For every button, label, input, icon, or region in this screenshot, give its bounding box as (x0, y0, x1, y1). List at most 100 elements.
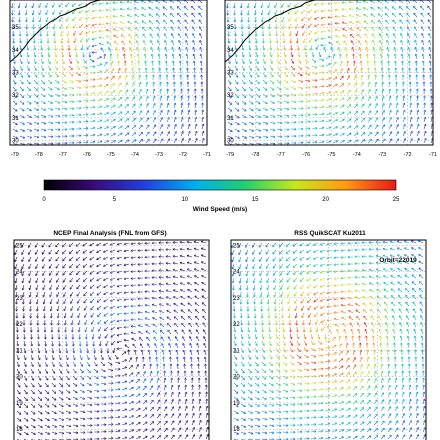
wind-arrow (116, 333, 123, 336)
wind-arrow (161, 343, 165, 349)
wind-arrowhead (138, 81, 142, 85)
wind-arrow (241, 72, 246, 78)
wind-arrow (107, 417, 114, 419)
wind-arrowhead (178, 427, 182, 430)
wind-arrow (15, 277, 18, 284)
wind-arrow (156, 33, 161, 39)
wind-arrowhead (20, 68, 23, 71)
wind-arrow (415, 53, 418, 60)
wind-arrowhead (187, 275, 190, 278)
wind-arrowhead (187, 309, 191, 312)
wind-arrow (110, 270, 116, 274)
wind-arrowhead (230, 136, 233, 139)
wind-arrow (77, 312, 81, 318)
wind-arrow (96, 249, 102, 253)
wind-arrow (114, 395, 121, 398)
wind-arrowhead (145, 74, 148, 77)
wind-arrow (47, 58, 51, 64)
wind-arrowhead (201, 109, 204, 112)
wind-arrow (279, 277, 284, 283)
wind-arrow (202, 309, 207, 314)
wind-arrowhead (101, 357, 104, 360)
wind-arrow (204, 356, 207, 363)
wind-arrow (134, 20, 140, 25)
wind-arrow (292, 256, 298, 261)
wind-arrowhead (110, 368, 114, 372)
wind-arrowhead (41, 252, 45, 255)
wind-arrow (198, 391, 201, 398)
wind-arrowhead (129, 46, 132, 50)
wind-arrow (149, 378, 153, 384)
wind-arrowhead (402, 95, 406, 99)
wind-arrowhead (124, 366, 128, 369)
wind-arrow (83, 305, 88, 311)
wind-arrow (121, 436, 127, 440)
wind-arrowhead (384, 302, 387, 305)
wind-arrowhead (328, 98, 332, 101)
wind-arrow (145, 96, 149, 102)
wind-arrowhead (428, 53, 432, 57)
wind-arrow (194, 282, 200, 286)
wind-arrow (89, 120, 96, 123)
wind-arrow (110, 119, 116, 123)
wind-arrow (382, 248, 389, 251)
wind-arrow (177, 391, 180, 398)
wind-arrowhead (287, 128, 290, 131)
wind-arrow (124, 96, 129, 102)
wind-arrow (79, 382, 85, 387)
wind-arrowhead (17, 364, 20, 367)
wind-arrow (297, 65, 303, 70)
wind-arrowhead (374, 81, 378, 85)
wind-arrowhead (58, 344, 61, 347)
wind-arrow (276, 142, 283, 145)
wind-arrowhead (302, 40, 306, 44)
wind-arrowhead (404, 267, 407, 271)
wind-arrowhead (63, 323, 67, 326)
wind-arrowhead (21, 280, 25, 284)
wind-arrowhead (123, 298, 126, 302)
wind-arrowhead (262, 41, 265, 44)
wind-arrow (255, 79, 260, 85)
wind-arrow (47, 30, 49, 37)
wind-arrow (42, 270, 46, 276)
frame-top-left (9, 0, 208, 146)
wind-arrowhead (23, 337, 26, 340)
wind-arrow (71, 326, 74, 333)
wind-arrow (227, 65, 231, 71)
wind-arrowhead (137, 393, 141, 396)
wind-arrow (287, 298, 291, 304)
wind-arrowhead (348, 316, 352, 319)
wind-arrow (420, 5, 425, 11)
wind-arrowhead (151, 241, 154, 245)
wind-arrow (201, 268, 207, 272)
wind-arrowhead (192, 420, 195, 423)
wind-arrowhead (230, 129, 233, 133)
wind-arrow (138, 89, 142, 95)
frame-top-right (224, 0, 434, 146)
wind-arrowhead (180, 309, 184, 312)
wind-arrow (198, 5, 203, 11)
wind-arrowhead (265, 95, 268, 98)
wind-arrowhead (14, 295, 18, 298)
wind-arrowhead (197, 377, 201, 380)
wind-arrow (72, 354, 76, 360)
wind-arrow (90, 298, 95, 303)
wind-arrow (313, 256, 319, 260)
wind-arrowhead (165, 255, 168, 258)
wind-arrow (347, 284, 354, 286)
wind-arrow (181, 316, 186, 321)
wind-arrowhead (404, 254, 407, 257)
wind-arrowhead (199, 434, 202, 437)
wind-arrow (391, 301, 396, 307)
wind-arrowhead (112, 8, 115, 11)
wind-arrow (340, 304, 347, 307)
wind-arrow (275, 333, 278, 340)
wind-arrowhead (407, 40, 410, 43)
wind-arrow (141, 0, 147, 4)
wind-arrow (395, 124, 399, 130)
wind-arrowhead (293, 80, 296, 83)
wind-arrow (40, 121, 46, 125)
wind-arrow (402, 109, 405, 116)
wind-arrow (234, 86, 239, 92)
wind-arrowhead (372, 46, 376, 50)
